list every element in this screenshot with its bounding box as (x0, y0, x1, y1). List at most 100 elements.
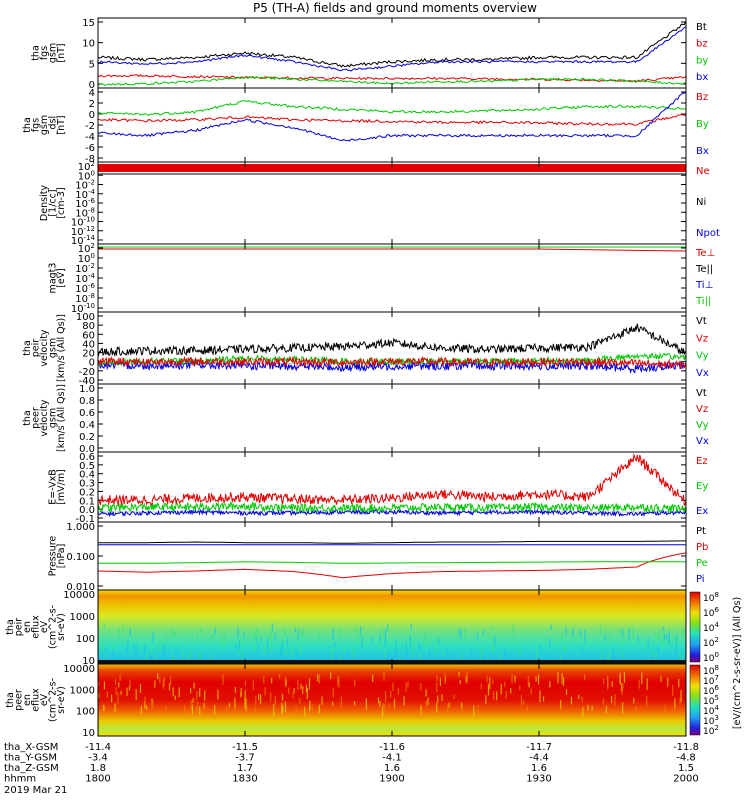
spectro-speck (361, 635, 363, 648)
spectro-speck (190, 687, 192, 694)
spectro-speck (419, 653, 421, 661)
ylabel-line: [eV] (56, 268, 67, 288)
spectro-speck (646, 695, 648, 707)
spectro-speck (565, 627, 567, 636)
spectro-speck (172, 628, 174, 637)
spectro-speck (144, 701, 146, 709)
spectro-speck (311, 704, 313, 714)
y-tick-label: 100 (78, 252, 95, 265)
spectro-speck (487, 656, 489, 661)
spectro-speck (332, 688, 334, 698)
spectro-speck (372, 674, 374, 682)
spectro-speck (554, 633, 556, 643)
x-row-value: -4.8 (676, 753, 696, 764)
spectro-speck (632, 626, 634, 639)
spectro-speck (458, 630, 460, 635)
spectro-speck (406, 649, 408, 657)
spectro-speck (491, 637, 494, 650)
legend-Bz: Bz (696, 92, 708, 103)
spectro-speck (527, 676, 529, 687)
spectro-speck (191, 698, 194, 704)
legend-Vt: Vt (696, 388, 707, 399)
spectro-speck (363, 635, 365, 645)
spectro-speck (608, 652, 610, 662)
y-tick-label: 10-6 (75, 282, 95, 295)
spectro-speck (201, 651, 204, 661)
legend-Vx: Vx (696, 368, 709, 379)
y-tick: 10-14 (71, 234, 686, 247)
spectro-speck (244, 680, 247, 686)
x-row-value: 1800 (85, 774, 110, 785)
ylabel-line: gsm (48, 408, 59, 428)
legend-Pe: Pe (696, 558, 708, 569)
legend-Ne: Ne (696, 166, 710, 177)
spectro-speck (564, 646, 566, 652)
colorbar-tick: 108 (703, 591, 719, 604)
ylabel-line: eV (39, 620, 50, 633)
spectro-speck (193, 682, 195, 689)
spectro-speck (133, 644, 135, 650)
spectro-speck (152, 631, 154, 643)
spectro-speck (464, 628, 466, 638)
colorbar-strip (689, 591, 701, 663)
spectro-speck (281, 693, 284, 701)
y-tick: 10-4 (75, 188, 686, 201)
x-row-value: 1.8 (90, 763, 106, 774)
y-tick-label: -40 (79, 376, 95, 387)
ylabel-line: eV (39, 693, 50, 706)
spectro-speck (157, 673, 159, 680)
colorbar-tick: 103 (703, 714, 719, 727)
y-tick: 100 (76, 312, 686, 323)
spectro-speck (657, 645, 659, 654)
y-tick-label: 0 (89, 358, 95, 369)
x-row-value: -3.7 (235, 753, 255, 764)
spectro-speck (661, 630, 663, 635)
x-date: 2019 Mar 21 (4, 785, 67, 796)
y-tick-label: 10-2 (75, 179, 95, 192)
spectro-speck (252, 680, 254, 690)
spectro-speck (114, 703, 116, 712)
spectro-speck (536, 647, 538, 660)
y-tick-label: 20 (82, 349, 95, 360)
spectro-speck (245, 698, 247, 705)
y-tick-label: 0.0 (79, 444, 95, 455)
spectro-speck (437, 695, 439, 703)
y-tick-label: 10-12 (71, 225, 95, 238)
spectro-speck (453, 694, 455, 700)
series-bz (97, 73, 687, 83)
spectro-speck (258, 694, 260, 701)
spectro-speck (330, 672, 332, 679)
spectro-speck (436, 637, 438, 645)
spectro-speck (332, 647, 334, 653)
spectro-speck (663, 626, 665, 631)
spectro-speck (614, 694, 616, 706)
spectro-speck (187, 654, 189, 660)
spectro-speck (332, 701, 334, 706)
spectro-speck (660, 676, 662, 682)
legend-Vz: Vz (696, 333, 708, 344)
y-tick: 4 (89, 88, 686, 99)
y-tick: 100 (78, 252, 686, 265)
spectro-speck (274, 633, 276, 641)
y-tick-label: 0 (89, 80, 95, 91)
spectro-speck (347, 649, 349, 658)
ylabel-line: tha (5, 619, 16, 635)
spectro-speck (505, 691, 507, 700)
spectro-speck (460, 653, 463, 661)
spectro-speck (620, 682, 623, 692)
spectro-speck (494, 635, 496, 647)
spectro-speck (282, 705, 284, 713)
spectro-speck (371, 637, 373, 643)
spectro-speck (390, 690, 392, 698)
spectro-speck (435, 645, 437, 655)
spectro-speck (622, 683, 624, 689)
y-tick-label: 0.6 (79, 408, 95, 419)
y-tick-label: 10-2 (75, 262, 95, 275)
spectro-speck (667, 677, 669, 687)
y-tick-label: 10-14 (71, 234, 96, 247)
ylabel-line: velocity (39, 329, 50, 367)
